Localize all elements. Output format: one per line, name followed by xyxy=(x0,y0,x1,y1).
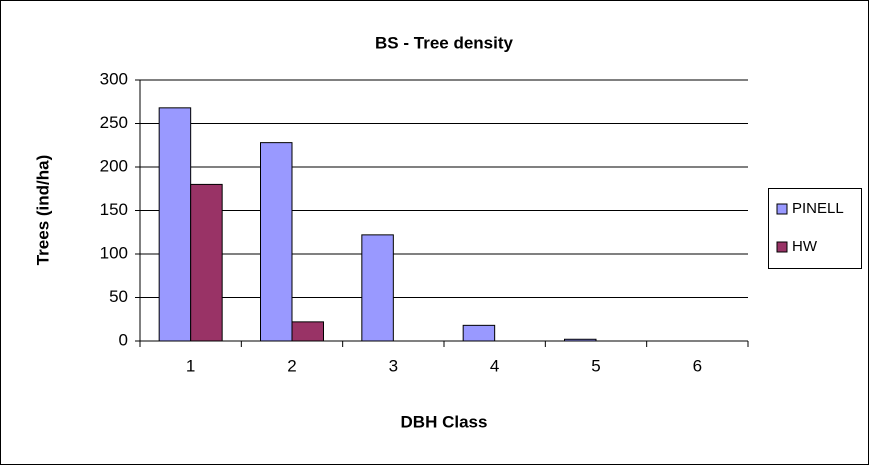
bar xyxy=(190,183,223,342)
x-tick-label: 4 xyxy=(490,356,499,375)
x-axis-label: DBH Class xyxy=(401,412,488,431)
legend-label: PINELL xyxy=(792,200,844,217)
chart-title: BS - Tree density xyxy=(375,33,513,52)
bar xyxy=(158,107,192,342)
legend-swatch xyxy=(776,203,788,215)
bar xyxy=(291,321,324,342)
legend-box xyxy=(768,188,862,269)
y-tick-label: 100 xyxy=(100,243,128,262)
bar xyxy=(361,234,394,342)
x-tick-label: 2 xyxy=(287,356,296,375)
y-tick-label: 0 xyxy=(119,330,128,349)
bar xyxy=(260,142,293,342)
y-tick-label: 300 xyxy=(100,69,128,88)
x-tick-label: 3 xyxy=(389,356,398,375)
bar xyxy=(462,324,496,342)
x-tick-label: 5 xyxy=(591,356,600,375)
y-tick-label: 200 xyxy=(100,156,128,175)
x-tick-label: 6 xyxy=(693,356,702,375)
y-tick-label: 150 xyxy=(100,200,128,219)
x-tick-label: 1 xyxy=(186,356,195,375)
legend-label: HW xyxy=(792,238,818,255)
y-axis-label: Trees (ind/ha) xyxy=(33,155,52,266)
legend-swatch xyxy=(776,241,788,253)
y-tick-label: 250 xyxy=(100,113,128,132)
y-tick-label: 50 xyxy=(109,287,128,306)
